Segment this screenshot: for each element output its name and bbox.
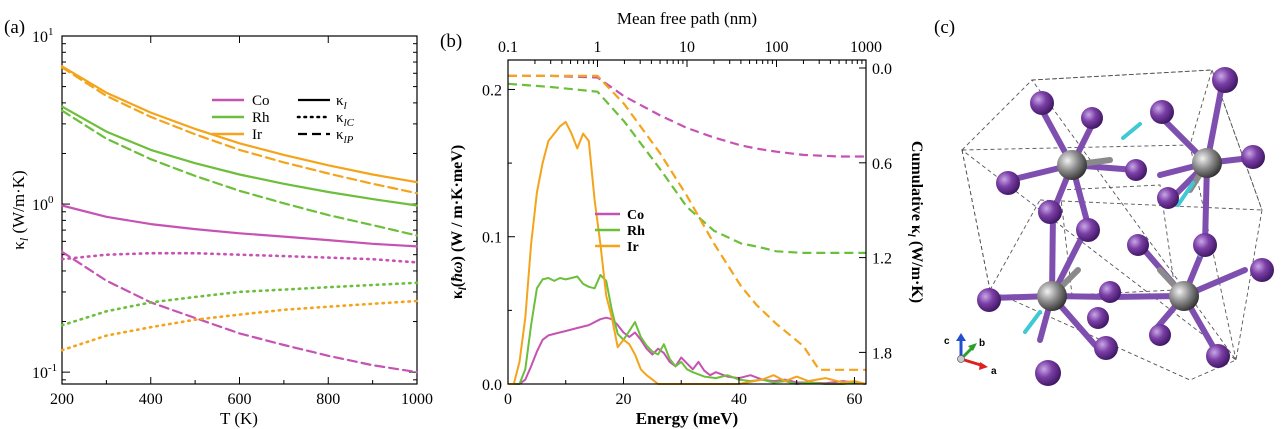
b-top-xtick-label: 1 [594,39,602,56]
a-series-co-solid [60,204,419,248]
b-ytick-label: 0.2 [482,82,502,99]
b-top-xtick-label: 100 [765,39,789,56]
b-right-ytick-label: 0.6 [872,156,892,173]
b-right-ytick-label: 1.2 [872,251,892,268]
b-xtick-label: 20 [615,391,631,408]
atoms-grey [1037,148,1222,311]
panel-b-ticks: 0 20 40 60 0.0 0.1 0.2 0.1 1 10 100 1000 0.0 0.6 1.2 1.… [482,39,892,408]
panel-b-legend: Co Rh Ir [595,208,645,255]
a-series-co-dotted [60,251,419,264]
b-xtick-label: 0 [504,391,512,408]
panel-a-chart: 200 400 600 800 1000 10-1 100 101 T (K) κl (W/m… [9,26,433,428]
panel-c-structure: a b c [944,67,1274,386]
axis-c-label: c [944,336,950,347]
a-ytick-label: 10-1 [32,362,57,382]
a-xtick-label: 200 [50,391,74,408]
panel-a-ylabel-unit: (W/m·K) [9,170,28,238]
legend-b-co-label: Co [627,208,644,223]
panel-label-a: (a) [4,17,25,38]
a-series-ir-dotted [60,299,419,352]
panel-a-legend: Co Rh Ir κl κlC κlP [212,93,355,146]
b-cumulative-co [508,74,866,158]
a-xtick-label: 600 [228,391,252,408]
b-right-ytick-label: 0.0 [872,61,892,78]
a-series-rh-dashed [60,109,419,237]
b-cumulative-rh [507,82,866,254]
legend-a-solid-label: κl [336,93,347,112]
b-ytick-label: 0.0 [482,377,502,394]
a-series-ir-dashed [60,66,419,195]
legend-a-rh-label: Rh [252,110,270,126]
b-xtick-label: 60 [846,391,862,408]
legend-a-co-label: Co [252,93,270,109]
displacement-arrows [1023,122,1216,334]
b-top-xtick-label: 0.1 [498,39,518,56]
legend-a-ir-label: Ir [252,127,262,143]
panel-b-ylabel-left: κl(ħω) (W / m·K·meV) [449,145,469,299]
a-series-co-dashed [60,250,419,374]
a-xtick-label: 800 [316,391,340,408]
atoms-purple [977,67,1274,386]
panel-a-frame [61,35,418,385]
a-series-ir-solid [60,65,419,184]
panel-a-series [60,65,419,374]
panel-b-chart: 0 20 40 60 0.0 0.1 0.2 0.1 1 10 100 1000 0.0 0.6 1.2 1.… [449,9,925,428]
b-cumulative-ir [508,74,866,371]
panel-a-ylabel-kappa: κ [9,241,28,250]
panel-b-top-xlabel: Mean free path (nm) [617,9,757,28]
bonds [989,82,1253,353]
axis-a-label: a [991,366,997,377]
panel-a-xlabel: T (K) [220,409,258,428]
a-series-rh-dotted [60,281,419,327]
b-top-xtick-label: 10 [679,39,695,56]
panel-a-ticks: 200 400 600 800 1000 10-1 100 101 [32,26,433,408]
b-right-ytick-label: 1.8 [872,345,892,362]
a-series-rh-solid [60,105,419,207]
b-ytick-label: 0.1 [482,230,502,247]
a-xtick-label: 400 [139,391,163,408]
b-xtick-label: 40 [731,391,747,408]
axis-b-label: b [979,338,985,349]
b-top-xtick-label: 1000 [850,39,882,56]
panel-b-series [507,74,867,385]
legend-a-dotted-label: κlC [336,110,355,129]
legend-a-dashed-label: κlP [336,127,354,146]
b-spectral-rh [508,274,867,385]
panel-label-b: (b) [440,31,462,52]
panel-b-xlabel: Energy (meV) [636,409,738,428]
legend-b-rh-label: Rh [627,224,645,239]
b-spectral-ir [508,120,867,385]
a-ytick-label: 100 [32,194,54,214]
panel-b-frame [507,59,867,385]
a-ytick-label: 101 [32,26,54,46]
panel-label-c: (c) [934,17,955,38]
b-spectral-co [508,316,867,385]
panel-a-ylabel: κl (W/m·K) [9,170,31,249]
legend-b-ir-label: Ir [627,240,639,255]
panel-b-ylabel-right: Cumulative κl (W/m·K) [905,141,925,303]
panel-a-ylabel-sub: l [17,237,31,241]
a-xtick-label: 1000 [401,391,433,408]
axis-triad: a b c [944,333,997,377]
